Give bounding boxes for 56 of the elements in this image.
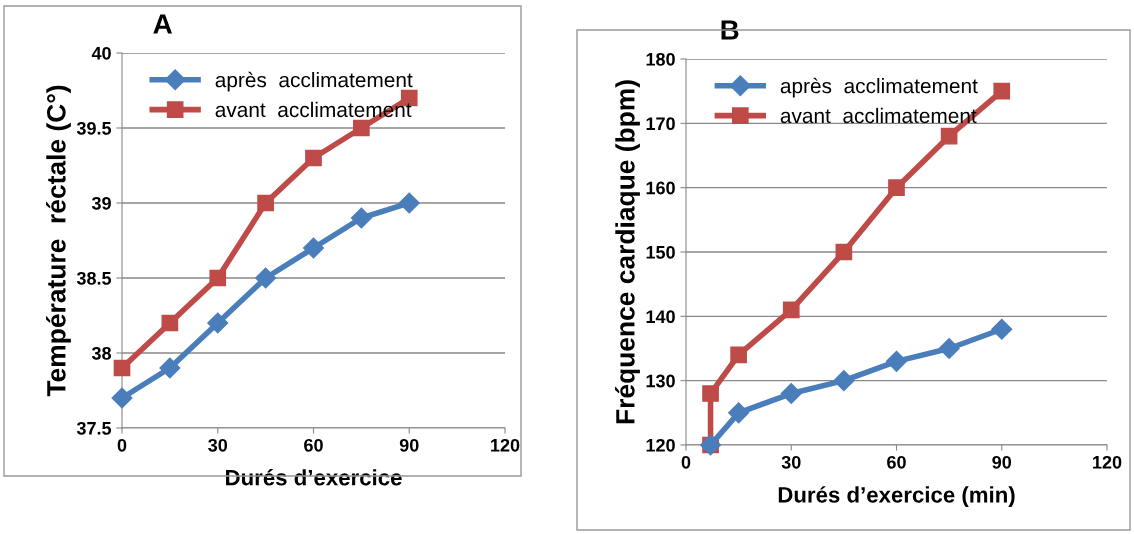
point (782, 301, 800, 319)
point (350, 207, 372, 229)
point (780, 383, 802, 405)
point (702, 385, 719, 402)
x-axis-title: Durés d’exercice (226, 468, 402, 486)
y-tick-label: 37.5 (76, 421, 112, 435)
x-tick-label: 90 (399, 438, 419, 452)
point (398, 192, 420, 214)
point (885, 350, 908, 372)
y-tick-label: 180 (646, 52, 675, 66)
y-tick-label: 140 (646, 310, 675, 324)
x-tick-label: 60 (304, 438, 323, 452)
x-tick-label: 0 (681, 455, 691, 469)
y-tick-label: 40 (91, 46, 111, 60)
x-tick-label: 30 (208, 438, 228, 452)
y-tick-label: 170 (646, 117, 675, 131)
y-tick-label: 130 (646, 374, 675, 388)
point (993, 82, 1011, 100)
point (207, 312, 229, 334)
point (257, 194, 274, 212)
point (255, 267, 277, 289)
point (888, 179, 905, 197)
y-tick-label: 38.5 (76, 271, 112, 285)
point (305, 149, 322, 167)
x-tick-label: 120 (1093, 455, 1122, 469)
x-tick-label: 90 (992, 455, 1012, 469)
y-tick-label: 39 (91, 196, 111, 210)
legend-label: après acclimatement (780, 77, 978, 98)
chart-title: B (721, 20, 739, 40)
x-tick-label: 60 (887, 455, 906, 469)
point (113, 359, 131, 377)
point (833, 370, 855, 392)
point (991, 318, 1013, 340)
point (111, 387, 133, 409)
point (209, 269, 227, 287)
point (938, 337, 960, 360)
point (730, 346, 747, 364)
y-tick-label: 39.5 (76, 121, 112, 135)
point (161, 314, 179, 332)
x-tick-label: 30 (781, 455, 801, 469)
y-tick-label: 160 (646, 181, 675, 195)
x-tick-label: 120 (491, 438, 520, 452)
point (159, 357, 181, 379)
point (940, 127, 958, 145)
point (728, 402, 750, 424)
y-tick-label: 150 (646, 245, 675, 259)
y-axis-title: Fréquence cardiaque (bpm) (615, 80, 640, 424)
point (353, 119, 370, 137)
x-tick-label: 0 (117, 438, 127, 452)
x-axis-title: Durés d’exercice (min) (778, 486, 1015, 508)
point (835, 243, 853, 261)
point (302, 237, 325, 259)
y-tick-label: 38 (91, 346, 112, 360)
chart-title: A (153, 14, 172, 34)
y-axis-title: Température réctale (C°) (46, 85, 71, 397)
legend-label: après acclimatement (215, 71, 413, 92)
